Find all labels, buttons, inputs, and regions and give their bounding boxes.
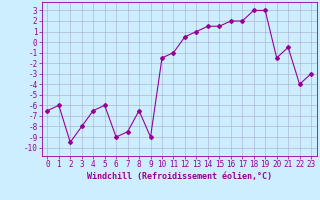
X-axis label: Windchill (Refroidissement éolien,°C): Windchill (Refroidissement éolien,°C) [87,172,272,181]
